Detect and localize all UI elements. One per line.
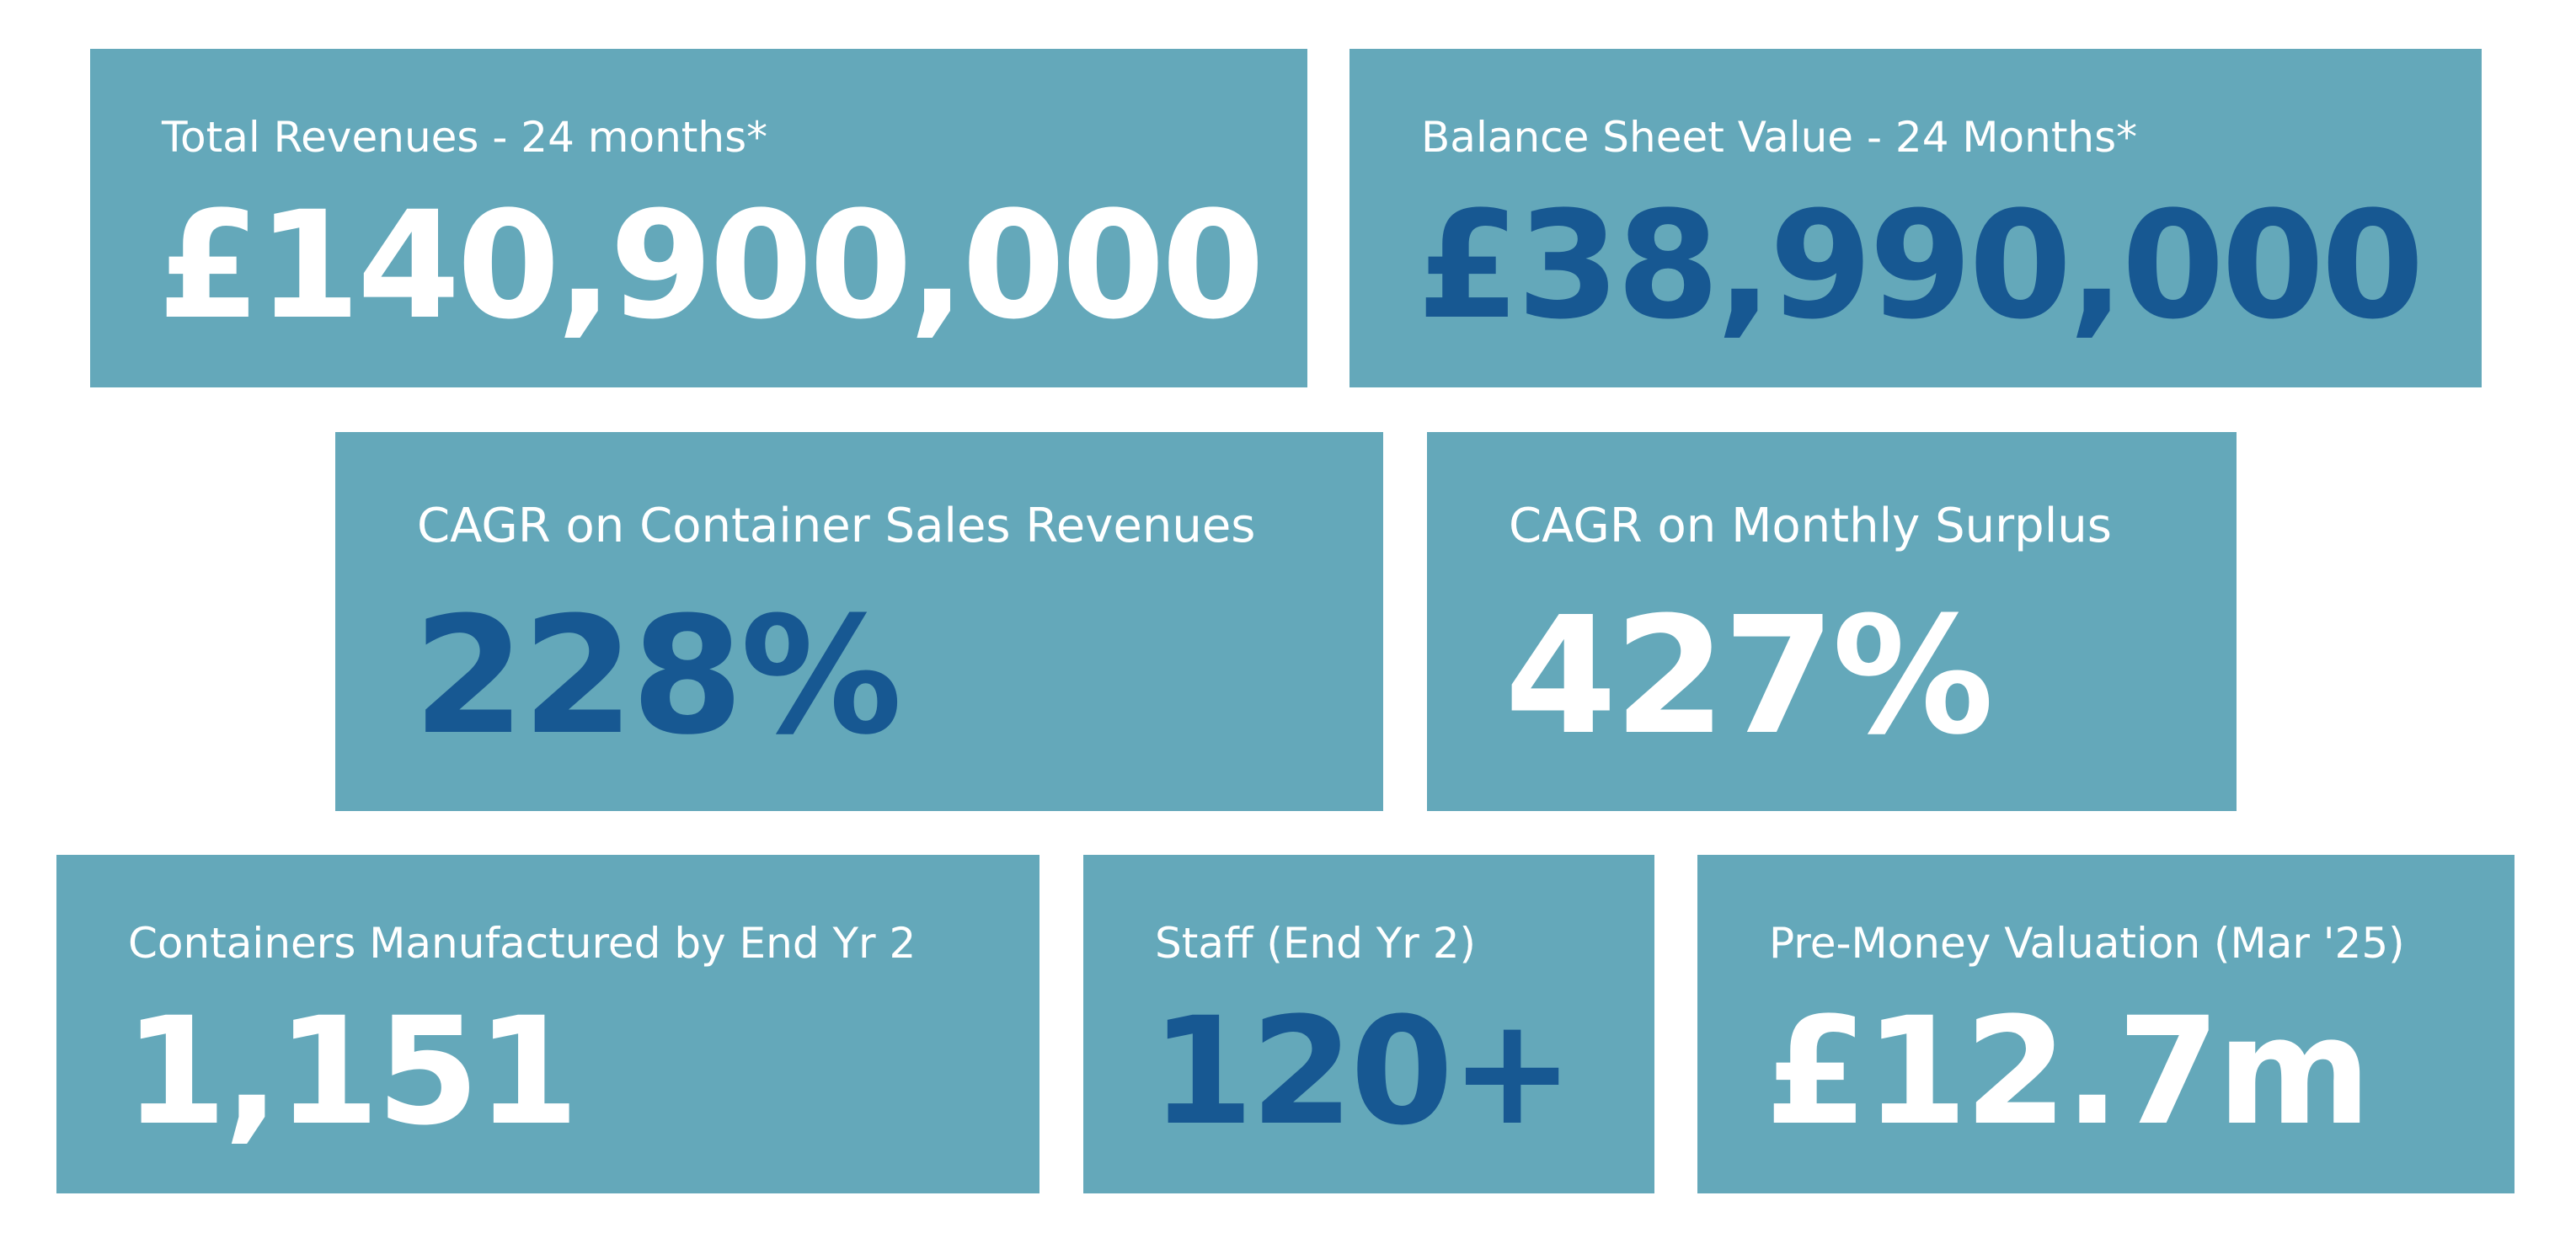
pre-money-valuation-card: Pre-Money Valuation (Mar '25) £12.7m (1697, 855, 2515, 1193)
total-revenues-label: Total Revenues - 24 months* (162, 113, 768, 162)
total-revenues-value: £140,900,000 (158, 179, 1264, 352)
pre-money-valuation-label: Pre-Money Valuation (Mar '25) (1769, 919, 2405, 968)
balance-sheet-label: Balance Sheet Value - 24 Months* (1421, 113, 2138, 162)
cagr-monthly-surplus-value: 427% (1504, 583, 1994, 771)
balance-sheet-card: Balance Sheet Value - 24 Months* £38,990… (1349, 49, 2482, 387)
containers-manufactured-value: 1,151 (124, 985, 580, 1158)
containers-manufactured-card: Containers Manufactured by End Yr 2 1,15… (56, 855, 1039, 1193)
cagr-monthly-surplus-card: CAGR on Monthly Surplus 427% (1427, 432, 2237, 811)
pre-money-valuation-value: £12.7m (1765, 985, 2371, 1158)
balance-sheet-value: £38,990,000 (1417, 179, 2424, 352)
containers-manufactured-label: Containers Manufactured by End Yr 2 (128, 919, 917, 968)
cagr-container-sales-card: CAGR on Container Sales Revenues 228% (335, 432, 1383, 811)
cagr-container-sales-value: 228% (413, 583, 902, 771)
total-revenues-card: Total Revenues - 24 months* £140,900,000 (90, 49, 1307, 387)
cagr-monthly-surplus-label: CAGR on Monthly Surplus (1509, 499, 2112, 553)
cagr-container-sales-label: CAGR on Container Sales Revenues (417, 499, 1256, 553)
staff-label: Staff (End Yr 2) (1155, 919, 1477, 968)
staff-card: Staff (End Yr 2) 120+ (1083, 855, 1654, 1193)
staff-value: 120+ (1151, 985, 1574, 1158)
